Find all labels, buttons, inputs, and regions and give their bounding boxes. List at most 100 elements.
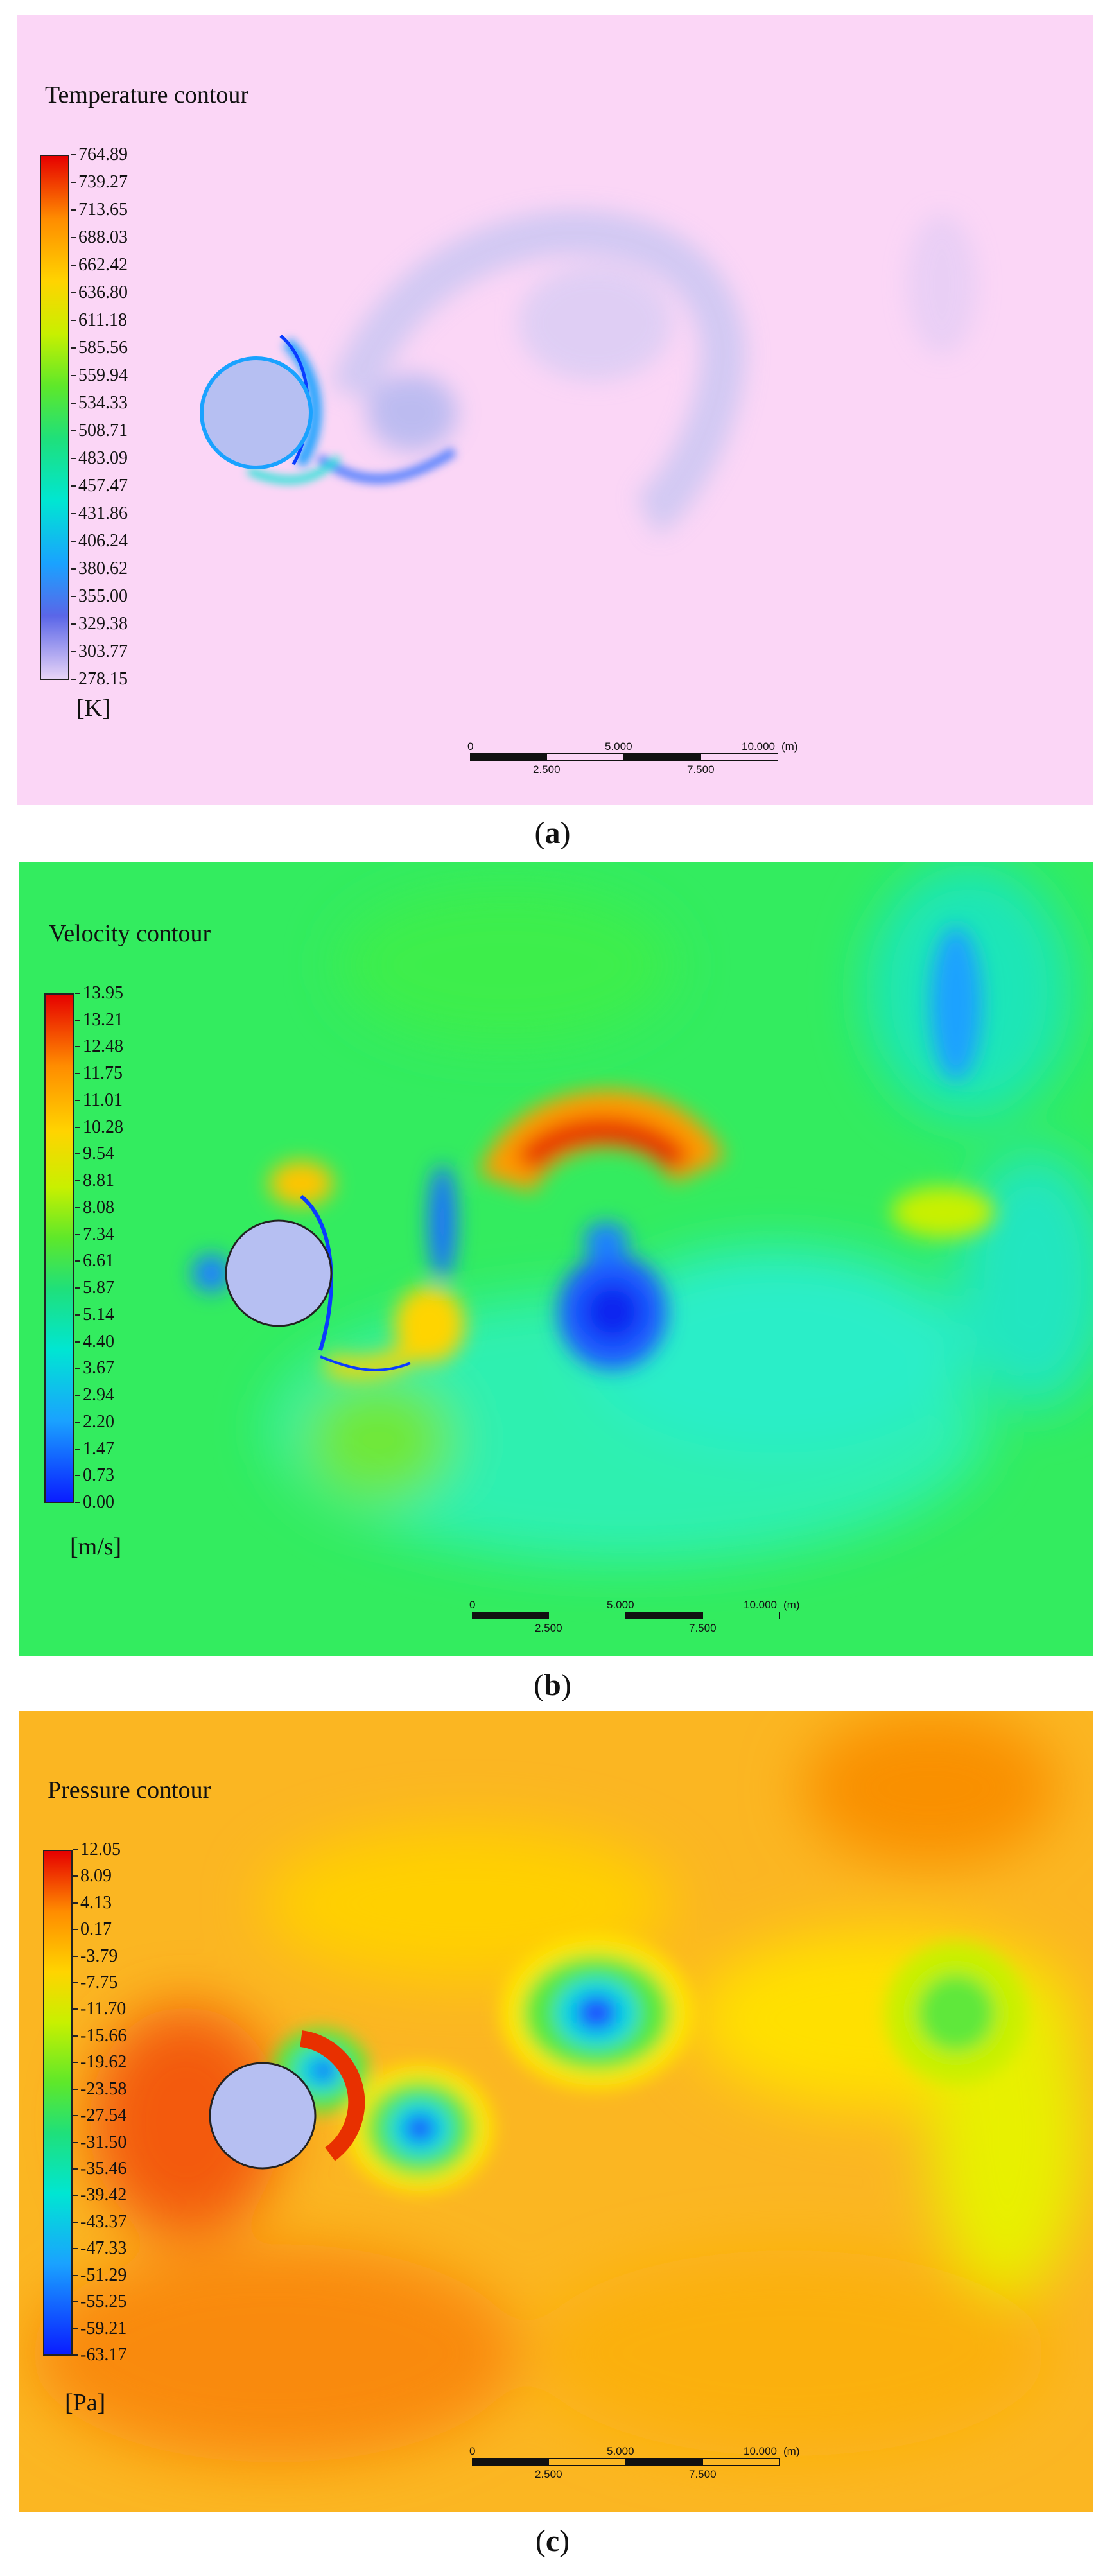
cylinder — [225, 1219, 333, 1327]
scale-segment — [470, 753, 547, 761]
legend-tick-label: 713.65 — [71, 200, 128, 220]
velocity-field — [192, 862, 1093, 1562]
legend-tick-labels: 764.89 739.27 713.65 688.03 662.42 636.8… — [71, 146, 207, 689]
legend-tick-label: 2.20 — [75, 1412, 114, 1432]
scale-label: 7.500 — [689, 1622, 717, 1634]
cylinder — [200, 356, 313, 469]
legend-tick-label: 1.47 — [75, 1439, 114, 1459]
scale-segment — [472, 2458, 549, 2466]
legend-tick-label: 278.15 — [71, 669, 128, 689]
legend-tick-label: 611.18 — [71, 310, 127, 330]
caption-close: ) — [559, 2524, 570, 2558]
scale-label: 7.500 — [689, 2468, 717, 2480]
legend-tick-label: 688.03 — [71, 227, 128, 247]
scale-segment — [623, 753, 701, 761]
caption-open: ( — [534, 1668, 544, 1702]
legend-tick-label: 11.01 — [75, 1090, 123, 1110]
scale-label: 2.500 — [535, 2468, 562, 2480]
scale-label: 7.500 — [687, 763, 715, 776]
pressure-high-edge — [299, 2030, 365, 2161]
legend-tick-label: -31.50 — [72, 2132, 127, 2152]
legend-tick-label: 585.56 — [71, 338, 128, 358]
scale-segment — [625, 1612, 703, 1619]
legend-tick-label: -51.29 — [72, 2265, 127, 2285]
pressure-field — [31, 1711, 1084, 2462]
legend-tick-label: 431.86 — [71, 503, 128, 523]
legend-tick-label: 739.27 — [71, 172, 128, 192]
scale-segment — [548, 2458, 626, 2466]
legend-tick-label: -47.33 — [72, 2238, 127, 2258]
scale-unit-label: (m) — [781, 740, 798, 753]
legend-tick-label: 10.28 — [75, 1117, 123, 1137]
color-legend-bar — [44, 993, 74, 1503]
legend-tick-label: 5.14 — [75, 1305, 114, 1325]
legend-tick-label: -7.75 — [72, 1972, 118, 1992]
scale-segment — [625, 2458, 703, 2466]
legend-tick-label: 329.38 — [71, 614, 128, 634]
scale-segment — [472, 1612, 549, 1619]
legend-tick-label: 0.73 — [75, 1465, 114, 1485]
scale-segment — [702, 2458, 780, 2466]
legend-tick-label: -15.66 — [72, 2026, 127, 2046]
legend-tick-label: 355.00 — [71, 586, 128, 606]
legend-tick-label: 0.17 — [73, 1919, 112, 1939]
legend-tick-label: -59.21 — [72, 2319, 127, 2338]
legend-tick-label: -3.79 — [72, 1946, 118, 1966]
legend-tick-label: 5.87 — [75, 1278, 114, 1298]
pressure-panel: Pressure contour 12.05 8.09 4.13 0.17 -3… — [19, 1711, 1093, 2512]
pressure-vortex-cores — [272, 1936, 1027, 2193]
panel-title: Velocity contour — [49, 920, 211, 947]
pressure-large-regions — [31, 1711, 1084, 2462]
legend-tick-label: 534.33 — [71, 393, 128, 413]
legend-tick-label: -35.46 — [72, 2159, 127, 2179]
caption-letter: c — [545, 2524, 560, 2558]
caption-open: ( — [534, 816, 545, 850]
panel-caption: (c) — [0, 2523, 1105, 2559]
legend-tick-label: 3.67 — [75, 1358, 114, 1378]
legend-tick-label: 7.34 — [75, 1224, 114, 1244]
legend-unit: [K] — [76, 695, 110, 722]
scale-label: 0 — [467, 740, 474, 753]
scale-label: 10.000 — [742, 740, 775, 753]
legend-tick-label: -23.58 — [72, 2079, 127, 2099]
scale-bar: 0 5.000 10.000 (m) 2.500 7.500 — [469, 1599, 799, 1637]
legend-tick-label: 406.24 — [71, 531, 128, 551]
caption-close: ) — [560, 816, 571, 850]
legend-tick-label: 6.61 — [75, 1251, 114, 1271]
temperature-field — [200, 210, 977, 536]
scale-label: 2.500 — [533, 763, 561, 776]
legend-tick-label: 764.89 — [71, 144, 128, 164]
legend-tick-label: 8.09 — [73, 1866, 112, 1886]
legend-tick-label: 508.71 — [71, 421, 128, 440]
velocity-panel: Velocity contour 13.95 13.21 12.48 11.75… — [19, 862, 1093, 1656]
scale-label: 10.000 — [744, 1599, 777, 1611]
legend-tick-label: 559.94 — [71, 365, 128, 385]
caption-letter: a — [544, 816, 561, 850]
legend-tick-label: 636.80 — [71, 283, 128, 302]
color-legend-bar — [43, 1850, 73, 2356]
legend-tick-label: -55.25 — [72, 2292, 127, 2311]
legend-tick-label: -43.37 — [72, 2212, 127, 2232]
scale-label: 0 — [469, 1599, 476, 1611]
scale-label: 10.000 — [744, 2445, 777, 2457]
velocity-vortices — [192, 927, 995, 1378]
legend-tick-label: 0.00 — [75, 1492, 114, 1512]
legend-tick-label: 8.81 — [75, 1171, 114, 1190]
legend-tick-label: -63.17 — [72, 2345, 127, 2365]
panel-title: Pressure contour — [48, 1777, 211, 1804]
panel-caption: (a) — [0, 815, 1105, 851]
legend-tick-label: 13.95 — [75, 983, 123, 1003]
scale-label: 5.000 — [605, 740, 632, 753]
cylinder — [209, 2062, 317, 2170]
temperature-wake-plume — [330, 210, 977, 536]
legend-tick-label: 9.54 — [75, 1144, 114, 1163]
scale-label: 0 — [469, 2445, 476, 2457]
scale-segment — [700, 753, 778, 761]
scale-bar: 0 5.000 10.000 (m) 2.500 7.500 — [467, 740, 797, 779]
legend-tick-label: 2.94 — [75, 1385, 114, 1405]
scale-label: 5.000 — [607, 2445, 634, 2457]
scale-unit-label: (m) — [783, 1599, 800, 1611]
scale-segment — [546, 753, 624, 761]
temperature-panel: Temperature contour 764.89 739.27 713.65… — [17, 15, 1093, 805]
legend-tick-label: 11.75 — [75, 1063, 123, 1083]
